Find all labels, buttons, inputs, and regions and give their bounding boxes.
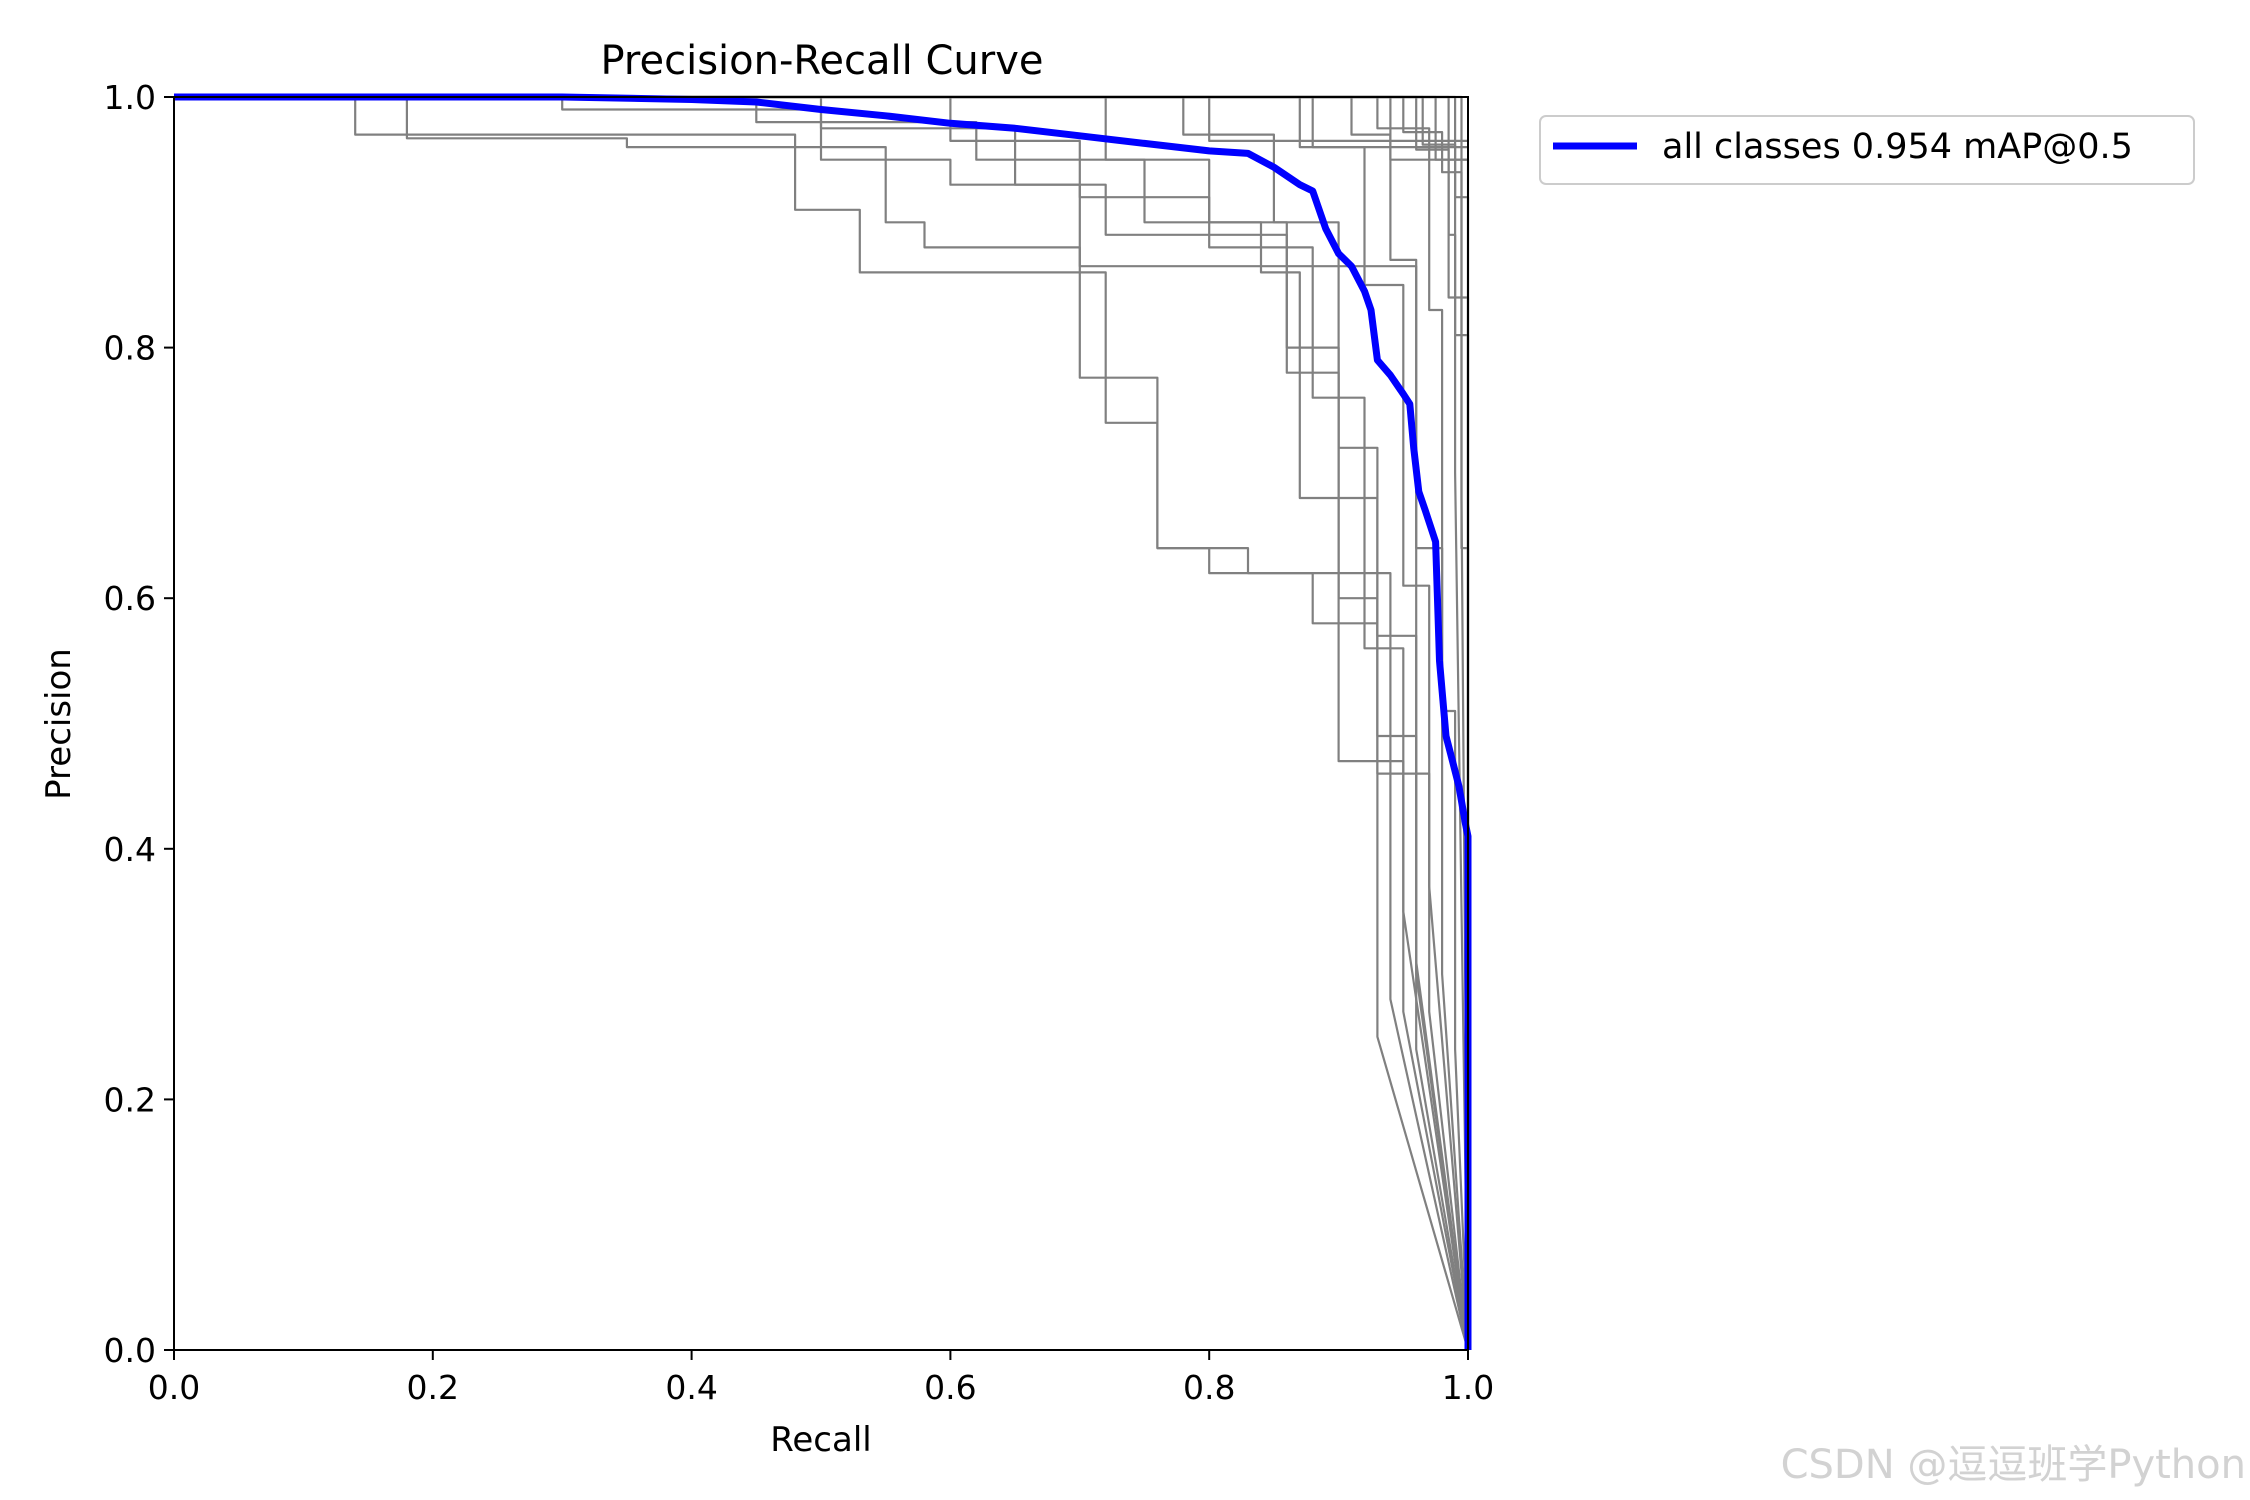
y-tick-label: 0.2 — [104, 1080, 156, 1119]
watermark: CSDN @逗逗班学Python — [1780, 1442, 2246, 1488]
x-tick-label: 0.6 — [924, 1368, 976, 1407]
x-tick-label: 0.8 — [1183, 1368, 1235, 1407]
x-tick-label: 0.4 — [665, 1368, 717, 1407]
y-axis-ticks: 0.0 0.2 0.4 0.6 0.8 1.0 — [104, 78, 174, 1370]
x-tick-label: 1.0 — [1442, 1368, 1494, 1407]
y-tick-label: 0.4 — [104, 830, 156, 869]
series-line-class-6 — [174, 95, 1470, 1351]
series-line-class-11 — [174, 95, 1470, 1351]
series-line-class-10 — [174, 95, 1470, 1351]
plot-frame — [173, 96, 1469, 1351]
y-tick-label: 0.6 — [104, 579, 156, 618]
y-tick-label: 1.0 — [104, 78, 156, 117]
series-line-class-9 — [174, 95, 1470, 1351]
y-tick-label: 0.8 — [104, 329, 156, 368]
series-line-class-8 — [174, 95, 1470, 1351]
x-axis-title: Recall — [770, 1420, 871, 1460]
series-line-class-1 — [174, 95, 1470, 1351]
y-axis-title: Precision — [39, 648, 79, 800]
chart-title: Precision-Recall Curve — [601, 38, 1044, 84]
series-line-class-7 — [174, 95, 1470, 1351]
legend-box — [1539, 115, 2195, 185]
series-line-all-classes — [174, 93, 1472, 1350]
legend: all classes 0.954 mAP@0.5 — [1539, 115, 2195, 185]
legend-label-all-classes: all classes 0.954 mAP@0.5 — [1662, 127, 2133, 167]
x-axis-ticks: 0.0 0.2 0.4 0.6 0.8 1.0 — [148, 1350, 1494, 1407]
x-tick-label: 0.0 — [148, 1368, 200, 1407]
y-tick-label: 0.0 — [104, 1331, 156, 1370]
series-line-class-3 — [174, 95, 1470, 1351]
x-tick-label: 0.2 — [407, 1368, 459, 1407]
